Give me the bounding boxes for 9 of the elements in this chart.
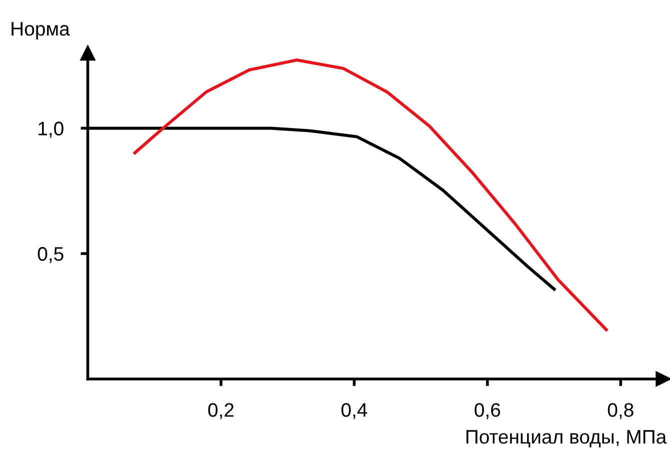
x-tick-label: 0,4: [341, 403, 368, 420]
line-series: [132, 58, 609, 332]
y-tick-label: 0,5: [38, 247, 64, 264]
y-tick-label: 1,0: [38, 122, 64, 138]
x-tick-label: 0,2: [208, 403, 234, 420]
y-axis-title: Норма: [12, 22, 70, 40]
x-axis-title: Потенциал воды, МПа: [466, 430, 667, 448]
x-tick-label: 0,8: [608, 403, 634, 420]
x-tick-label: 0,6: [474, 403, 500, 420]
